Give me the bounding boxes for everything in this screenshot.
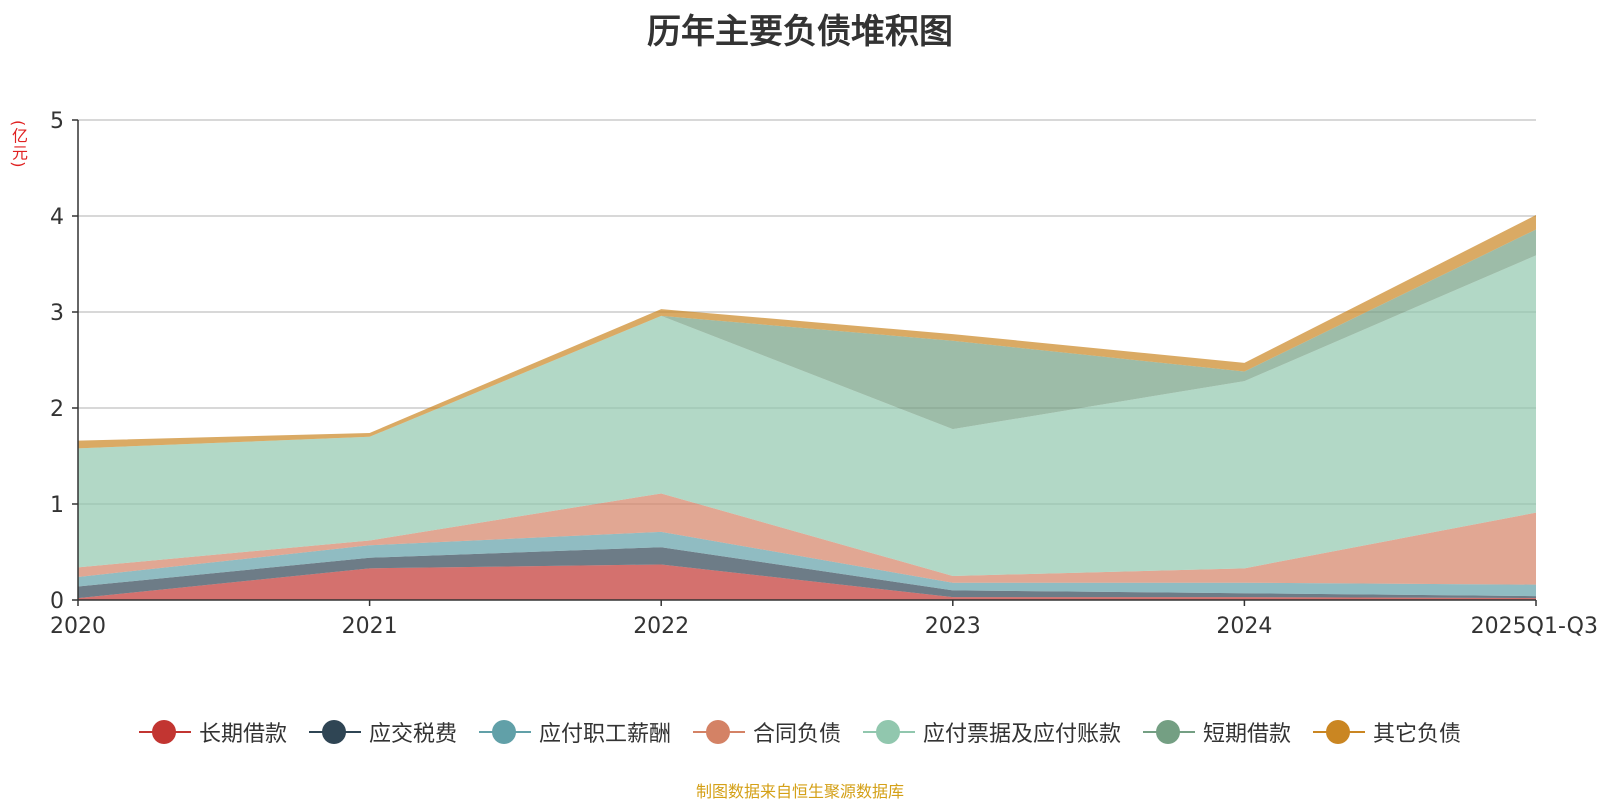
- legend-item-5[interactable]: 应付票据及应付账款: [863, 716, 1121, 748]
- area-series: [78, 215, 1536, 600]
- area-series-4: [78, 493, 1536, 585]
- legend: 长期借款 应交税费 应付职工薪酬 合同负债 应付票据及应付账款 短期借款 其它负债: [0, 716, 1600, 748]
- legend-item-3[interactable]: 应付职工薪酬: [478, 716, 671, 748]
- legend-label: 合同负债: [752, 722, 841, 747]
- x-tick-label: 2020: [50, 614, 106, 639]
- legend-item-6[interactable]: 短期借款: [1143, 716, 1291, 748]
- y-tick-label: 1: [50, 493, 64, 518]
- legend-label: 短期借款: [1203, 722, 1292, 747]
- x-tick-label: 2024: [1216, 614, 1272, 639]
- legend-marker-icon: [863, 719, 915, 745]
- legend-label: 应付职工薪酬: [538, 722, 671, 747]
- stacked-area-chart: 0 1 2 3 4 5 2020 2021 2022 2023 2024 2025Q1-Q3: [50, 109, 1598, 639]
- area-series-3: [78, 531, 1536, 597]
- legend-item-1[interactable]: 长期借款: [138, 716, 287, 748]
- legend-item-2[interactable]: 应交税费: [308, 716, 457, 748]
- x-tick-label: 2022: [633, 614, 689, 639]
- legend-label: 应交税费: [368, 722, 457, 747]
- legend-item-4[interactable]: 合同负债: [692, 716, 841, 748]
- x-tick-label: 2021: [342, 614, 398, 639]
- y-tick-label: 5: [50, 109, 64, 134]
- legend-item-7[interactable]: 其它负债: [1313, 716, 1461, 748]
- y-axis-unit: (亿元): [9, 120, 28, 169]
- legend-label: 长期借款: [198, 722, 287, 747]
- y-tick-label: 4: [50, 205, 64, 230]
- legend-label: 其它负债: [1373, 722, 1462, 747]
- area-series-1: [78, 564, 1536, 600]
- legend-label: 应付票据及应付账款: [923, 722, 1122, 747]
- y-tick-label: 3: [50, 301, 64, 326]
- data-source-note: 制图数据来自恒生聚源数据库: [695, 782, 904, 801]
- legend-marker-icon: [478, 719, 531, 745]
- legend-marker-icon: [308, 719, 361, 745]
- area-series-2: [78, 547, 1536, 599]
- y-tick-label: 0: [50, 589, 64, 614]
- x-tick-label: 2025Q1-Q3: [1471, 614, 1598, 639]
- legend-marker-icon: [692, 719, 745, 745]
- y-tick-label: 2: [50, 397, 64, 422]
- legend-marker-icon: [1143, 719, 1196, 745]
- x-tick-label: 2023: [925, 614, 981, 639]
- area-series-5: [78, 255, 1536, 577]
- axes: 0 1 2 3 4 5 2020 2021 2022 2023 2024 2025Q1-Q3: [50, 109, 1598, 639]
- chart-title: 历年主要负债堆积图: [647, 12, 953, 52]
- area-series-6: [78, 229, 1536, 449]
- legend-marker-icon: [1313, 719, 1366, 745]
- legend-marker-icon: [138, 719, 191, 745]
